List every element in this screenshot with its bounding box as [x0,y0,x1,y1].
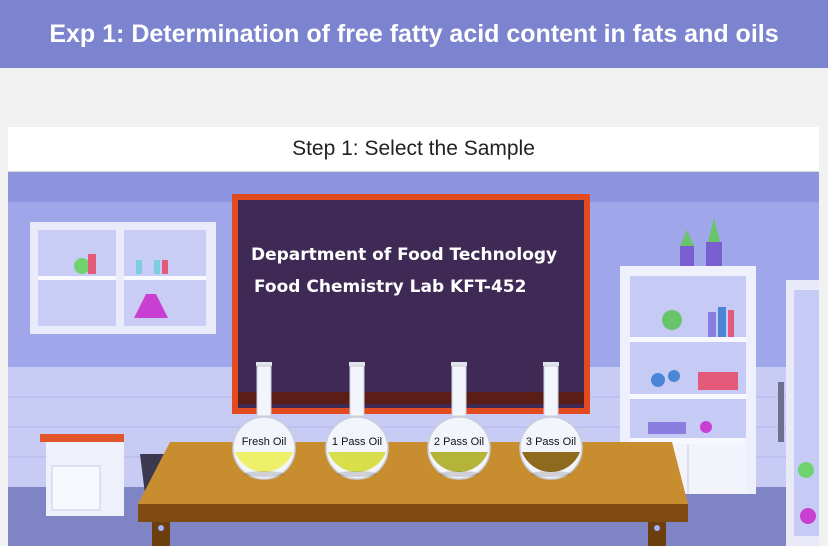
board-line-2: Food Chemistry Lab KFT-452 [254,277,526,297]
sample-flask-4[interactable]: 3 Pass Oil [517,362,585,482]
sample-flask-3[interactable]: 2 Pass Oil [425,362,493,482]
sample-flask-label: 2 Pass Oil [433,436,485,448]
step-title: Step 1: Select the Sample [8,127,819,172]
wall-cabinet [30,222,216,334]
app-header: Exp 1: Determination of free fatty acid … [0,0,828,68]
sample-flask-label: 1 Pass Oil [331,436,383,448]
sample-flask-label: Fresh Oil [241,436,287,448]
side-cabinet [778,280,819,546]
experiment-panel: Step 1: Select the Sample [8,127,819,546]
lab-background: Department of Food Technology Food Chemi… [8,172,819,546]
sample-flask-1[interactable]: Fresh Oil [230,362,298,482]
sample-flask-2[interactable]: 1 Pass Oil [323,362,391,482]
board-line-1: Department of Food Technology [251,245,557,265]
plants [680,218,722,266]
sample-flask-label: 3 Pass Oil [525,436,577,448]
lab-scene: Department of Food Technology Food Chemi… [8,172,819,546]
blackboard [232,194,590,414]
page-title: Exp 1: Determination of free fatty acid … [49,19,779,48]
